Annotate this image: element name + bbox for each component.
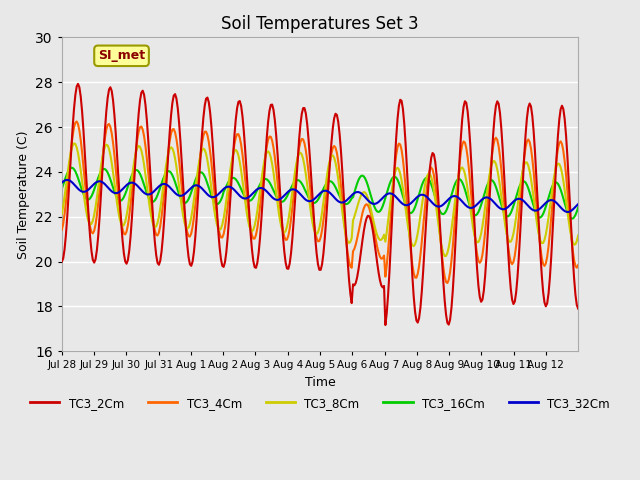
TC3_16Cm [77,183,84,189]
TC3_32Cm [564,209,572,215]
Line: TC3_2Cm: TC3_2Cm [62,84,578,325]
TC3_4Cm [58,227,66,233]
TC3_2Cm [506,269,513,275]
TC3_8Cm [441,253,449,259]
TC3_2Cm [429,150,436,156]
TC3_2Cm [574,306,582,312]
TC3_8Cm [325,162,333,168]
TC3_32Cm [325,189,333,195]
TC3_2Cm [77,94,84,99]
TC3_8Cm [574,232,582,238]
TC3_16Cm [58,186,66,192]
Line: TC3_8Cm: TC3_8Cm [62,144,578,256]
Text: SI_met: SI_met [98,49,145,62]
TC3_8Cm [506,239,513,245]
TC3_8Cm [573,238,580,244]
TC3_16Cm [325,179,333,184]
TC3_32Cm [58,180,66,185]
TC3_4Cm [93,212,100,218]
TC3_8Cm [70,141,78,146]
X-axis label: Time: Time [305,376,335,389]
TC3_16Cm [93,179,100,184]
TC3_2Cm [325,177,333,183]
TC3_32Cm [573,203,580,208]
TC3_2Cm [74,81,82,87]
TC3_16Cm [428,181,435,187]
TC3_32Cm [63,177,71,183]
TC3_16Cm [568,216,575,221]
TC3_2Cm [93,247,100,253]
TC3_4Cm [325,169,333,175]
Line: TC3_32Cm: TC3_32Cm [62,180,578,212]
TC3_2Cm [381,322,389,328]
TC3_4Cm [574,262,582,268]
TC3_4Cm [73,119,81,124]
Title: Soil Temperatures Set 3: Soil Temperatures Set 3 [221,15,419,33]
TC3_4Cm [77,137,84,143]
TC3_4Cm [428,165,435,170]
TC3_4Cm [506,253,513,259]
TC3_16Cm [574,204,582,210]
TC3_4Cm [573,265,580,271]
TC3_32Cm [428,199,435,204]
TC3_2Cm [573,302,580,308]
TC3_2Cm [58,259,66,264]
TC3_16Cm [504,214,512,219]
Line: TC3_4Cm: TC3_4Cm [62,121,578,283]
TC3_8Cm [77,168,84,173]
TC3_8Cm [58,211,66,217]
TC3_8Cm [428,174,435,180]
TC3_32Cm [77,188,84,194]
TC3_4Cm [444,280,451,286]
Legend: TC3_2Cm, TC3_4Cm, TC3_8Cm, TC3_16Cm, TC3_32Cm: TC3_2Cm, TC3_4Cm, TC3_8Cm, TC3_16Cm, TC3… [25,392,615,414]
TC3_32Cm [504,204,512,210]
TC3_32Cm [574,201,582,207]
TC3_16Cm [573,209,580,215]
Y-axis label: Soil Temperature (C): Soil Temperature (C) [17,130,29,259]
TC3_32Cm [93,179,100,185]
TC3_16Cm [67,165,75,171]
TC3_8Cm [93,195,100,201]
Line: TC3_16Cm: TC3_16Cm [62,168,578,218]
